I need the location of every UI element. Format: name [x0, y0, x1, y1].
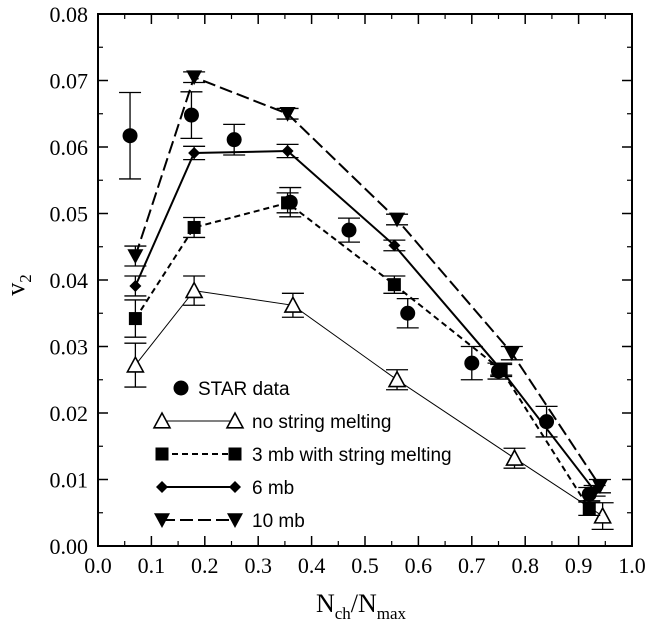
- data-point: [388, 239, 401, 252]
- series-4: [124, 70, 611, 495]
- legend-item: 3 mb with string melting: [155, 445, 452, 466]
- legend-marker: [228, 447, 242, 461]
- y-tick-label: 0.08: [50, 2, 89, 27]
- series-line: [134, 149, 596, 492]
- data-point: [281, 144, 294, 157]
- series-2: [124, 192, 601, 517]
- legend-item: 10 mb: [154, 511, 305, 532]
- data-point: [387, 370, 407, 388]
- y-tick-label: 0.02: [50, 401, 89, 426]
- data-point: [591, 479, 608, 495]
- legend-marker: [152, 411, 172, 429]
- x-tick-label: 0.5: [351, 553, 379, 578]
- x-axis-label: Nch/Nmax: [316, 589, 407, 622]
- data-point: [503, 346, 520, 362]
- x-tick-label: 0.8: [511, 553, 539, 578]
- x-tick-label: 0.1: [138, 553, 166, 578]
- legend-marker: [229, 481, 241, 493]
- x-tick-label: 0.2: [191, 553, 219, 578]
- data-point: [505, 448, 524, 466]
- data-point: [183, 107, 199, 123]
- legend-marker: [155, 447, 169, 461]
- series-1: [124, 275, 614, 531]
- x-tick-label: 0.0: [84, 553, 112, 578]
- series-line: [135, 290, 603, 517]
- legend-label: 10 mb: [252, 511, 305, 532]
- y-tick-label: 0.04: [50, 268, 89, 293]
- x-tick-label: 1.0: [618, 553, 646, 578]
- legend-label: STAR data: [198, 379, 290, 400]
- ticks-layer: 0.0 0.1 0.2 0.3 0.4 0.5 0.6 0.7 0.8 0.9 1.0 0.00 0.0…: [50, 2, 646, 578]
- x-tick-label: 0.6: [405, 553, 433, 578]
- data-point: [387, 278, 401, 292]
- legend: STAR data no string melting 3 mb with stri…: [152, 379, 452, 532]
- y-tick-label: 0.00: [50, 534, 89, 559]
- legend-label: no string melting: [252, 412, 391, 433]
- plot-frame: [97, 13, 633, 547]
- data-point: [226, 132, 242, 148]
- y-tick-label: 0.01: [50, 468, 89, 493]
- data-point: [539, 414, 555, 430]
- x-tick-label: 0.3: [244, 553, 272, 578]
- legend-marker: [173, 380, 189, 396]
- data-point: [341, 222, 357, 238]
- series-3: [124, 143, 606, 497]
- legend-marker: [156, 481, 168, 493]
- series-line: [134, 75, 601, 487]
- legend-item: 6 mb: [156, 478, 294, 499]
- y-tick-label: 0.03: [50, 335, 89, 360]
- data-point: [122, 128, 138, 144]
- legend-label: 6 mb: [252, 478, 294, 499]
- data-point: [188, 146, 201, 159]
- series-0: [119, 91, 601, 502]
- data-point: [184, 280, 204, 299]
- legend-marker: [154, 513, 170, 528]
- data-point: [128, 312, 142, 326]
- data-point: [283, 295, 303, 313]
- x-tick-label: 0.9: [565, 553, 593, 578]
- series-line: [134, 201, 591, 510]
- data-point: [400, 305, 416, 321]
- y-tick-label: 0.07: [50, 69, 89, 94]
- data-point: [495, 363, 508, 376]
- data-point: [582, 502, 596, 516]
- legend-item: STAR data: [173, 379, 290, 400]
- series-layer: [119, 70, 614, 531]
- y-tick-label: 0.06: [50, 135, 89, 160]
- data-point: [186, 70, 203, 86]
- data-point: [127, 249, 144, 265]
- data-point: [126, 355, 145, 373]
- legend-marker: [227, 513, 243, 528]
- legend-item: no string melting: [152, 411, 391, 433]
- data-point: [464, 355, 480, 371]
- legend-label: 3 mb with string melting: [252, 445, 452, 466]
- x-tick-label: 0.7: [458, 553, 486, 578]
- y-tick-label: 0.05: [50, 202, 89, 227]
- x-tick-label: 0.4: [298, 553, 326, 578]
- data-point: [389, 212, 406, 228]
- legend-marker: [225, 411, 245, 429]
- data-point: [187, 220, 201, 234]
- data-point: [279, 106, 296, 122]
- data-point: [281, 196, 295, 210]
- data-point: [129, 279, 142, 292]
- y-axis-label: v2: [1, 274, 35, 296]
